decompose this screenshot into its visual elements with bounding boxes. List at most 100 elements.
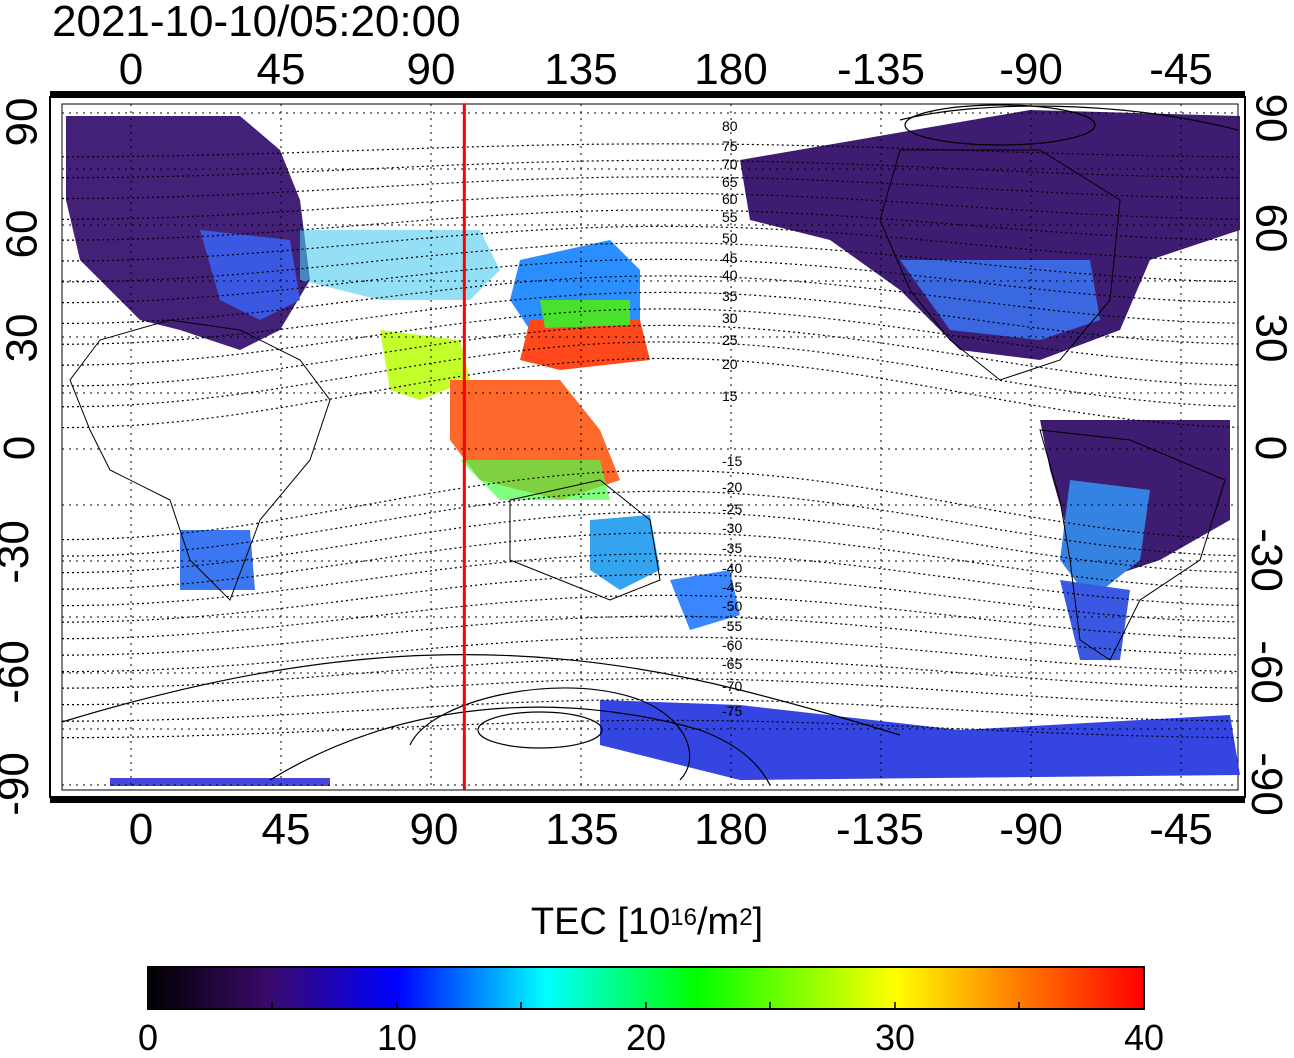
x-tick-top-m45: -45 bbox=[1149, 45, 1213, 94]
x-tick-top-m90: -90 bbox=[999, 45, 1063, 94]
contour-label: -50 bbox=[722, 598, 743, 614]
magnetic-contour-line bbox=[62, 574, 1239, 623]
magnetic-contour-line bbox=[61, 357, 1239, 429]
polar-contours bbox=[61, 104, 1239, 786]
contour-label: -20 bbox=[722, 479, 743, 495]
magnetic-contour-line bbox=[62, 615, 1239, 656]
colorbar-tick-30: 30 bbox=[874, 1017, 916, 1058]
magnetic-contour-line bbox=[62, 242, 1239, 283]
magnetic-contour-line bbox=[62, 275, 1239, 324]
magnetic-contours bbox=[61, 143, 1239, 739]
contour-label: 40 bbox=[722, 267, 738, 283]
magnetic-contour-line bbox=[61, 341, 1239, 408]
magnetic-contour-line bbox=[62, 258, 1239, 304]
contour-label: -25 bbox=[722, 501, 743, 517]
tec-region-antarctica bbox=[600, 700, 1240, 780]
magnetic-contour-line bbox=[62, 511, 1239, 574]
magnetic-contour-line bbox=[62, 324, 1239, 387]
colorbar-tick-0: 0 bbox=[137, 1017, 159, 1058]
magnetic-contour-line bbox=[62, 553, 1239, 607]
magnetic-contour-line bbox=[62, 532, 1239, 590]
x-tick-bottom-135: 135 bbox=[545, 805, 619, 854]
colorbar-title: TEC [1016/m2] bbox=[0, 900, 1294, 944]
timestamp-title: 2021-10-10/05:20:00 bbox=[52, 0, 461, 46]
contour-label: -45 bbox=[722, 579, 743, 595]
x-tick-top-45: 45 bbox=[256, 45, 306, 94]
colorbar-title-unit: /m bbox=[696, 901, 740, 943]
contour-label: -40 bbox=[722, 560, 743, 576]
magnetic-contour-line bbox=[62, 209, 1239, 241]
contour-label: 45 bbox=[722, 250, 738, 266]
colorbar-tick-40: 40 bbox=[1123, 1017, 1165, 1058]
x-tick-top-0: 0 bbox=[118, 45, 144, 94]
contour-label: 15 bbox=[722, 388, 738, 404]
x-tick-bottom-m135: -135 bbox=[835, 805, 925, 854]
colorbar-title-prefix: TEC [10 bbox=[530, 901, 671, 943]
magnetic-contour-line bbox=[61, 225, 1239, 262]
magnetic-contour-line bbox=[62, 636, 1239, 673]
map-inner-frame bbox=[61, 103, 1239, 791]
contour-label: 80 bbox=[722, 118, 738, 134]
magnetic-contour-line bbox=[61, 469, 1239, 541]
tec-region-south-africa bbox=[180, 530, 255, 590]
magnetic-contour-line bbox=[62, 594, 1239, 640]
magnetic-contour-line bbox=[62, 698, 1239, 722]
magnetic-contour-line bbox=[62, 192, 1239, 220]
contour-label: -60 bbox=[722, 637, 743, 653]
colorbar-tick-marks bbox=[271, 1002, 1020, 1009]
magnetic-contour-line bbox=[61, 490, 1239, 557]
magnetic-contour-line bbox=[62, 719, 1239, 739]
x-tick-bottom-m45: -45 bbox=[1149, 805, 1213, 854]
contour-label: -75 bbox=[722, 703, 743, 719]
tec-region-south-america-blue bbox=[1060, 480, 1150, 600]
tec-region-australia bbox=[590, 515, 660, 590]
x-tick-bottom-0: 0 bbox=[128, 805, 154, 854]
contour-label: -35 bbox=[722, 540, 743, 556]
colorbar-tick-10: 10 bbox=[376, 1017, 418, 1058]
x-tick-top-135: 135 bbox=[544, 45, 618, 94]
contour-label: 60 bbox=[722, 191, 738, 207]
colorbar-title-suffix: ] bbox=[752, 901, 764, 943]
tec-region-europe-blue bbox=[200, 230, 300, 320]
tec-data-layer bbox=[66, 110, 1240, 786]
magnetic-contour-line bbox=[61, 291, 1239, 345]
contour-label: 20 bbox=[722, 356, 738, 372]
bottom-edge-bar bbox=[50, 797, 1245, 803]
tec-region-patagonia bbox=[1060, 580, 1130, 660]
magnetic-contour-line bbox=[62, 176, 1239, 200]
x-tick-bottom-m90: -90 bbox=[999, 805, 1063, 854]
tec-region-indonesia bbox=[460, 460, 610, 500]
magnetic-contour-line bbox=[62, 657, 1239, 689]
contour-label: -30 bbox=[722, 520, 743, 536]
tec-region-east-asia-green bbox=[540, 300, 630, 328]
magnetic-contour-line bbox=[62, 159, 1239, 179]
contour-label: -70 bbox=[722, 678, 743, 694]
x-tick-bottom-180: 180 bbox=[694, 805, 768, 854]
x-tick-top-90: 90 bbox=[406, 45, 456, 94]
contour-label: 30 bbox=[722, 310, 738, 326]
x-tick-top-m135: -135 bbox=[836, 45, 926, 94]
tec-region-north-america bbox=[740, 110, 1240, 360]
map-grid bbox=[62, 104, 1238, 790]
colorbar-title-exponent: 16 bbox=[670, 904, 697, 931]
magnetic-contour-line bbox=[62, 143, 1239, 158]
colorbar-tick-20: 20 bbox=[625, 1017, 667, 1058]
contour-label: 25 bbox=[722, 332, 738, 348]
colorbar-title-unit-exponent: 2 bbox=[739, 904, 753, 931]
coastlines bbox=[69, 149, 1226, 661]
tec-region-east-asia-red bbox=[520, 320, 650, 370]
contour-label: 65 bbox=[722, 174, 738, 190]
x-tick-bottom-45: 45 bbox=[261, 805, 311, 854]
x-tick-bottom-90: 90 bbox=[409, 805, 459, 854]
magnetic-contour-line bbox=[62, 678, 1239, 706]
tec-region-antarctica-west bbox=[110, 778, 330, 786]
tec-region-new-zealand bbox=[670, 570, 740, 630]
contour-label: -65 bbox=[722, 656, 743, 672]
tec-region-india bbox=[380, 330, 470, 400]
x-tick-top-180: 180 bbox=[694, 45, 768, 94]
magnetic-contour-line bbox=[62, 308, 1239, 366]
contour-label: 55 bbox=[722, 209, 738, 225]
contour-label: 75 bbox=[722, 138, 738, 154]
